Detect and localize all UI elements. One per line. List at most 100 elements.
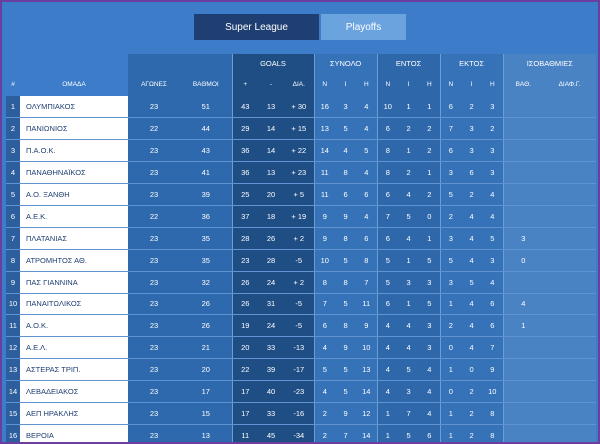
cell-team[interactable]: ΠΑΝΑΘΗΝΑΪΚΟΣ bbox=[20, 161, 128, 185]
table-row[interactable]: 8 ΑΤΡΟΜΗΤΟΣ ΑΘ. 23 35 23 28 -5 10 5 8 5 1 5 5 4 3 0 bbox=[6, 249, 597, 272]
col-overall-wins[interactable]: Ν bbox=[313, 72, 336, 96]
col-away-draws[interactable]: Ι bbox=[461, 72, 483, 96]
cell-away-wins: 0 bbox=[439, 336, 462, 360]
cell-goal-diff: -13 bbox=[284, 336, 315, 360]
cell-team[interactable]: ΠΑΣ ΓΙΑΝΝΙΝΑ bbox=[20, 271, 128, 294]
cell-team[interactable]: ΑΕΠ ΗΡΑΚΛΗΣ bbox=[20, 402, 128, 425]
cell-overall-losses: 14 bbox=[356, 424, 378, 442]
table-row[interactable]: 14 ΛΕΒΑΔΕΙΑΚΟΣ 23 17 17 40 -23 4 5 14 4 3 4 0 2 10 bbox=[6, 380, 597, 403]
cell-tie-diff bbox=[543, 117, 597, 141]
cell-overall-draws: 3 bbox=[335, 96, 357, 119]
cell-goals-against: 45 bbox=[258, 424, 284, 442]
col-played[interactable]: ΑΓΩΝΕΣ bbox=[128, 72, 180, 96]
col-overall-draws[interactable]: Ι bbox=[335, 72, 357, 96]
cell-goal-diff: + 2 bbox=[284, 271, 315, 294]
table-row[interactable]: 13 ΑΣΤΕΡΑΣ ΤΡΙΠ. 23 20 22 39 -17 5 5 13 4 5 4 1 0 9 bbox=[6, 358, 597, 382]
cell-home-losses: 5 bbox=[419, 293, 441, 316]
table-row[interactable]: 16 ΒΕΡΟΙΑ 23 13 11 45 -34 2 7 14 1 5 6 1 2 8 bbox=[6, 424, 597, 442]
col-away-losses[interactable]: Η bbox=[482, 72, 504, 96]
cell-goals-against: 13 bbox=[258, 161, 284, 185]
cell-home-draws: 3 bbox=[398, 380, 420, 403]
cell-goals-against: 26 bbox=[258, 227, 284, 250]
cell-pos: 4 bbox=[6, 161, 20, 185]
cell-overall-losses: 4 bbox=[356, 117, 378, 141]
cell-away-wins: 2 bbox=[439, 314, 462, 338]
cell-tie-points bbox=[502, 271, 544, 294]
cell-team[interactable]: ΠΑΝΑΙΤΩΛΙΚΟΣ bbox=[20, 293, 128, 316]
cell-away-draws: 4 bbox=[461, 336, 483, 360]
cell-team[interactable]: ΛΕΒΑΔΕΙΑΚΟΣ bbox=[20, 380, 128, 403]
table-row[interactable]: 4 ΠΑΝΑΘΗΝΑΪΚΟΣ 23 41 36 13 + 23 11 8 4 8 2 1 3 6 3 bbox=[6, 161, 597, 185]
table-row[interactable]: 10 ΠΑΝΑΙΤΩΛΙΚΟΣ 23 26 26 31 -5 7 5 11 6 1 5 1 4 6 4 bbox=[6, 293, 597, 316]
cell-points: 26 bbox=[180, 314, 232, 338]
col-goals-against[interactable]: - bbox=[258, 72, 284, 96]
col-points[interactable]: ΒΑΘΜΟΙ bbox=[180, 72, 232, 96]
cell-tie-diff bbox=[543, 271, 597, 294]
cell-goals-for: 11 bbox=[231, 424, 258, 442]
cell-played: 22 bbox=[128, 205, 180, 228]
col-goals-for[interactable]: + bbox=[231, 72, 258, 96]
cell-team[interactable]: Α.Ε.Κ. bbox=[20, 205, 128, 228]
cell-points: 51 bbox=[180, 96, 232, 119]
tab-playoffs[interactable]: Playoffs bbox=[321, 14, 406, 40]
col-goal-diff[interactable]: ΔΙΑ. bbox=[284, 72, 315, 96]
cell-goals-for: 28 bbox=[231, 227, 258, 250]
cell-overall-wins: 14 bbox=[313, 139, 336, 163]
cell-goals-for: 26 bbox=[231, 271, 258, 294]
cell-overall-draws: 5 bbox=[335, 117, 357, 141]
cell-tie-points bbox=[502, 205, 544, 228]
cell-home-losses: 1 bbox=[419, 161, 441, 185]
cell-team[interactable]: ΒΕΡΟΙΑ bbox=[20, 424, 128, 442]
cell-away-wins: 3 bbox=[439, 227, 462, 250]
cell-team[interactable]: ΑΤΡΟΜΗΤΟΣ ΑΘ. bbox=[20, 249, 128, 272]
cell-home-draws: 5 bbox=[398, 424, 420, 442]
col-home-draws[interactable]: Ι bbox=[398, 72, 420, 96]
table-row[interactable]: 1 ΟΛΥΜΠΙΑΚΟΣ 23 51 43 13 + 30 16 3 4 10 1 1 6 2 3 bbox=[6, 96, 597, 119]
cell-home-draws: 4 bbox=[398, 336, 420, 360]
col-overall-losses[interactable]: Η bbox=[356, 72, 378, 96]
table-row[interactable]: 3 Π.Α.Ο.Κ. 23 43 36 14 + 22 14 4 5 8 1 2 6 3 3 bbox=[6, 139, 597, 163]
cell-goals-for: 19 bbox=[231, 314, 258, 338]
cell-team[interactable]: ΠΛΑΤΑΝΙΑΣ bbox=[20, 227, 128, 250]
cell-home-wins: 8 bbox=[376, 161, 399, 185]
cell-played: 23 bbox=[128, 249, 180, 272]
col-home-losses[interactable]: Η bbox=[419, 72, 441, 96]
cell-home-draws: 7 bbox=[398, 402, 420, 425]
cell-away-draws: 3 bbox=[461, 117, 483, 141]
cell-home-draws: 1 bbox=[398, 96, 420, 119]
header-spacer bbox=[6, 54, 20, 72]
cell-overall-draws: 8 bbox=[335, 271, 357, 294]
cell-goal-diff: -5 bbox=[284, 314, 315, 338]
table-row[interactable]: 12 Α.Ε.Λ. 23 21 20 33 -13 4 9 10 4 4 3 0 4 7 bbox=[6, 336, 597, 360]
table-row[interactable]: 11 Α.Ο.Κ. 23 26 19 24 -5 6 8 9 4 4 3 2 4 6 1 bbox=[6, 314, 597, 338]
col-pos[interactable]: # bbox=[6, 72, 20, 96]
cell-played: 23 bbox=[128, 380, 180, 403]
col-team[interactable]: ΟΜΑΔΑ bbox=[20, 72, 128, 96]
cell-team[interactable]: Α.Ο.Κ. bbox=[20, 314, 128, 338]
cell-home-losses: 4 bbox=[419, 402, 441, 425]
col-tie-diff[interactable]: ΔΙΑΦ.Γ. bbox=[543, 72, 597, 96]
tab-super-league[interactable]: Super League bbox=[194, 14, 319, 40]
cell-team[interactable]: ΠΑΝΙΩΝΙΟΣ bbox=[20, 117, 128, 141]
cell-goal-diff: -5 bbox=[284, 249, 315, 272]
cell-team[interactable]: ΟΛΥΜΠΙΑΚΟΣ bbox=[20, 96, 128, 119]
table-row[interactable]: 2 ΠΑΝΙΩΝΙΟΣ 22 44 29 14 + 15 13 5 4 6 2 2 7 3 2 bbox=[6, 117, 597, 141]
table-row[interactable]: 15 ΑΕΠ ΗΡΑΚΛΗΣ 23 15 17 33 -16 2 9 12 1 7 4 1 2 8 bbox=[6, 402, 597, 425]
col-tie-points[interactable]: ΒΑΘ. bbox=[502, 72, 544, 96]
cell-team[interactable]: Π.Α.Ο.Κ. bbox=[20, 139, 128, 163]
cell-team[interactable]: ΑΣΤΕΡΑΣ ΤΡΙΠ. bbox=[20, 358, 128, 382]
cell-goals-for: 25 bbox=[231, 183, 258, 206]
cell-home-wins: 6 bbox=[376, 183, 399, 206]
cell-team[interactable]: Α.Ο. ΞΑΝΘΗ bbox=[20, 183, 128, 206]
cell-overall-losses: 7 bbox=[356, 271, 378, 294]
cell-pos: 14 bbox=[6, 380, 20, 403]
cell-tie-diff bbox=[543, 336, 597, 360]
cell-points: 35 bbox=[180, 249, 232, 272]
col-away-wins[interactable]: Ν bbox=[439, 72, 462, 96]
cell-team[interactable]: Α.Ε.Λ. bbox=[20, 336, 128, 360]
col-home-wins[interactable]: Ν bbox=[376, 72, 399, 96]
table-row[interactable]: 5 Α.Ο. ΞΑΝΘΗ 23 39 25 20 + 5 11 6 6 6 4 2 5 2 4 bbox=[6, 183, 597, 206]
table-row[interactable]: 6 Α.Ε.Κ. 22 36 37 18 + 19 9 9 4 7 5 0 2 4 4 bbox=[6, 205, 597, 228]
